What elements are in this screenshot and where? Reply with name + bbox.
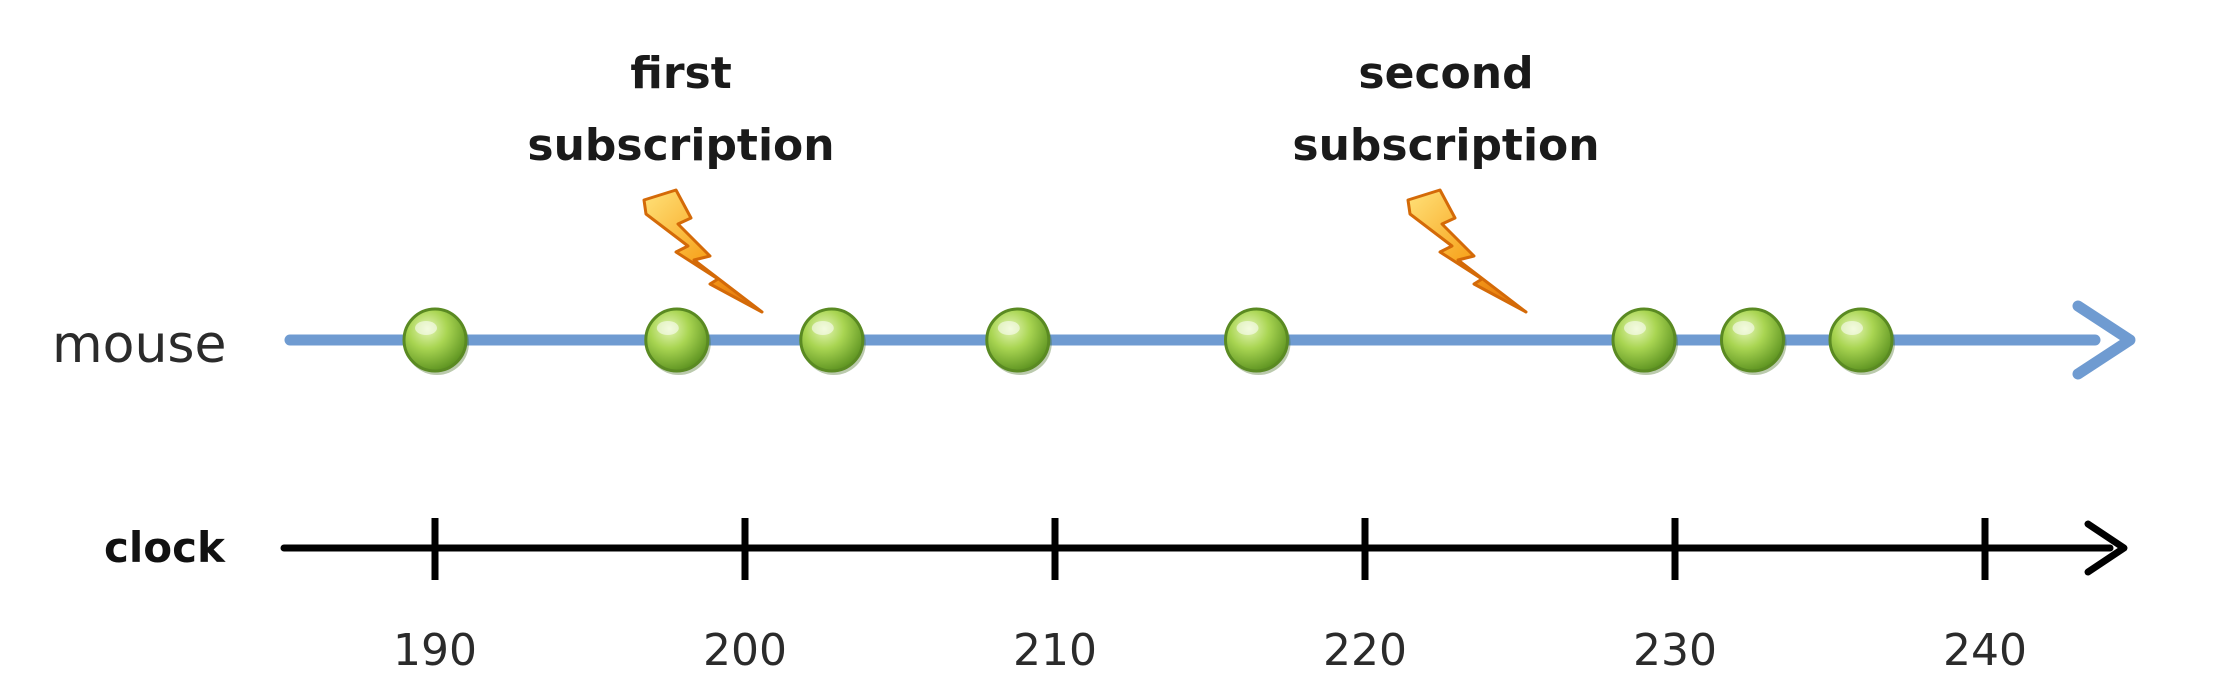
clock-ticks: 190 200 210 220 230 240 <box>393 518 2027 676</box>
clock-tick-label-0: 190 <box>393 625 477 676</box>
mouse-label: mouse <box>52 315 227 375</box>
mouse-timeline-arrowhead <box>2072 300 2136 380</box>
mouse-event-marble-7 <box>1828 307 1895 375</box>
mouse-event-marble-2 <box>799 307 866 375</box>
mouse-event-marble-6 <box>1720 307 1787 375</box>
mouse-event-marble-4 <box>1224 307 1291 375</box>
clock-timeline-arrowhead <box>2084 520 2128 576</box>
first-subscription-label-line1: first <box>630 48 732 99</box>
mouse-events <box>402 307 1895 375</box>
clock-tick-label-2: 210 <box>1013 625 1097 676</box>
subscription-annotations: first subscription second subscription <box>527 48 1600 314</box>
mouse-event-marble-1 <box>644 307 711 375</box>
first-subscription-label-line2: subscription <box>527 120 834 171</box>
clock-tick-label-5: 240 <box>1943 625 2027 676</box>
mouse-event-marble-5 <box>1611 307 1678 375</box>
clock-label: clock <box>104 523 226 572</box>
second-subscription-label-line1: second <box>1358 48 1533 99</box>
clock-tick-label-4: 230 <box>1633 625 1717 676</box>
clock-tick-label-3: 220 <box>1323 625 1407 676</box>
first-subscription-lightning-bolt-icon <box>642 188 764 314</box>
clock-tick-label-1: 200 <box>703 625 787 676</box>
second-subscription-lightning-bolt-icon <box>1406 188 1528 314</box>
mouse-timeline: mouse <box>52 300 2136 380</box>
clock-timeline: clock 190 200 210 220 230 240 <box>104 518 2128 676</box>
second-subscription-label-line2: subscription <box>1292 120 1599 171</box>
mouse-event-marble-3 <box>985 307 1052 375</box>
mouse-event-marble-0 <box>402 307 469 375</box>
